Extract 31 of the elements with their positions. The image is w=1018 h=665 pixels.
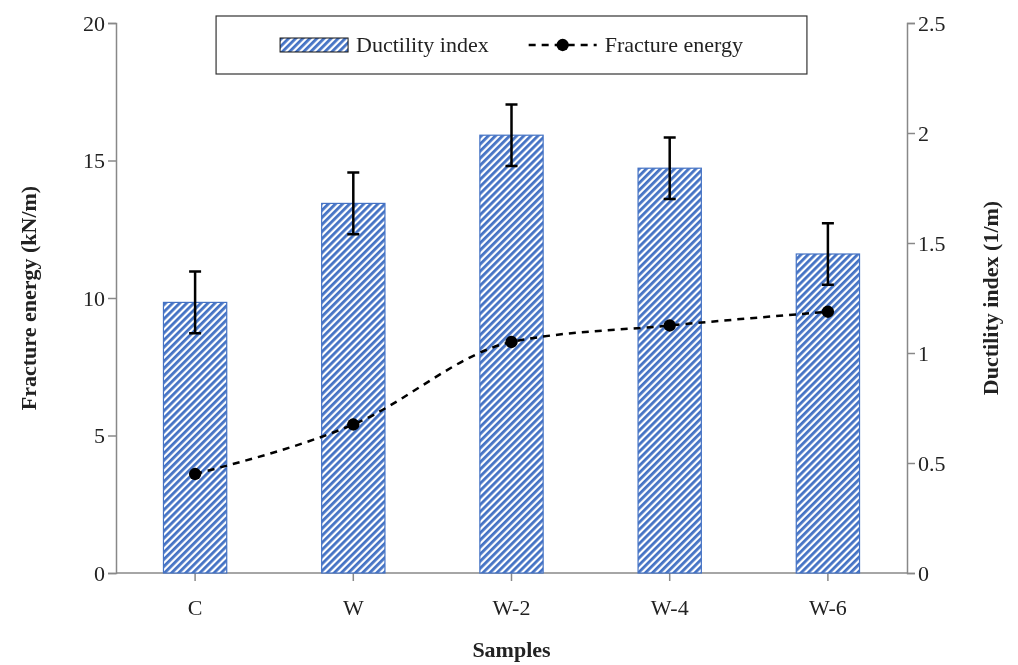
y2-tick-label: 2.5: [918, 10, 946, 36]
point: [505, 335, 518, 349]
legend-label: Fracture energy: [604, 32, 743, 57]
point: [663, 319, 676, 332]
y2-tick-label: 1.5: [918, 230, 946, 256]
y2-tick-label: 2: [918, 120, 929, 146]
bar: [637, 167, 702, 574]
point: [821, 305, 835, 318]
bar: [479, 134, 544, 574]
legend-label: Ductility index: [356, 32, 489, 57]
y-tick-label: 10: [83, 285, 105, 311]
y2-axis-title: Ductility index (1/m): [978, 200, 1003, 396]
y-tick-label: 20: [83, 10, 105, 36]
y-tick-label: 0: [94, 560, 105, 586]
y-axis-title: Fracture energy (kN/m): [16, 185, 41, 411]
y-tick-label: 15: [83, 148, 105, 174]
y-tick-label: 5: [94, 423, 105, 449]
y2-tick-label: 0.5: [918, 450, 946, 476]
y2-tick-label: 0: [918, 560, 929, 586]
x-tick-label: W-6: [808, 594, 847, 620]
bar: [795, 253, 861, 574]
y2-tick-label: 1: [918, 340, 929, 366]
x-tick-label: W-2: [492, 594, 531, 620]
point: [347, 418, 360, 431]
point: [188, 467, 202, 481]
x-tick-label: W-4: [650, 594, 689, 620]
x-tick-label: W: [342, 594, 364, 620]
bar: [162, 301, 228, 574]
x-tick-label: C: [187, 594, 203, 620]
bar: [321, 202, 386, 574]
x-axis-title: Samples: [472, 637, 552, 662]
